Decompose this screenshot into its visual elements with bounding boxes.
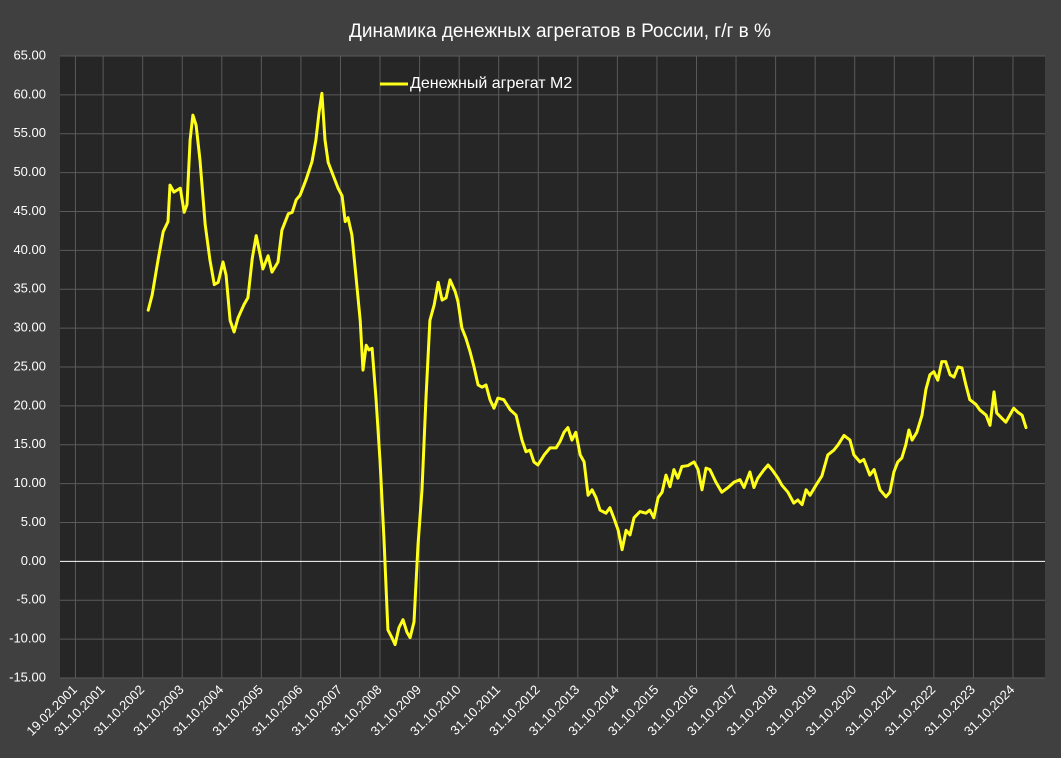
y-tick-label: 45.00 xyxy=(13,203,46,218)
y-tick-label: 50.00 xyxy=(13,164,46,179)
y-tick-label: -10.00 xyxy=(9,631,46,646)
chart-title: Динамика денежных агрегатов в России, г/… xyxy=(349,21,771,42)
y-tick-label: -5.00 xyxy=(16,592,46,607)
y-tick-label: 40.00 xyxy=(13,242,46,257)
y-tick-label: 65.00 xyxy=(13,47,46,62)
y-tick-label: 35.00 xyxy=(13,281,46,296)
legend-label: Денежный агрегат М2 xyxy=(410,75,572,92)
y-tick-label: 55.00 xyxy=(13,125,46,140)
y-tick-label: 30.00 xyxy=(13,320,46,335)
y-tick-label: 0.00 xyxy=(21,553,46,568)
y-tick-label: 15.00 xyxy=(13,436,46,451)
y-tick-label: 25.00 xyxy=(13,358,46,373)
series-line xyxy=(146,91,1028,647)
y-tick-label: 20.00 xyxy=(13,397,46,412)
y-tick-label: 5.00 xyxy=(21,514,46,529)
y-tick-label: -15.00 xyxy=(9,669,46,684)
y-tick-label: 60.00 xyxy=(13,86,46,101)
y-tick-label: 10.00 xyxy=(13,475,46,490)
